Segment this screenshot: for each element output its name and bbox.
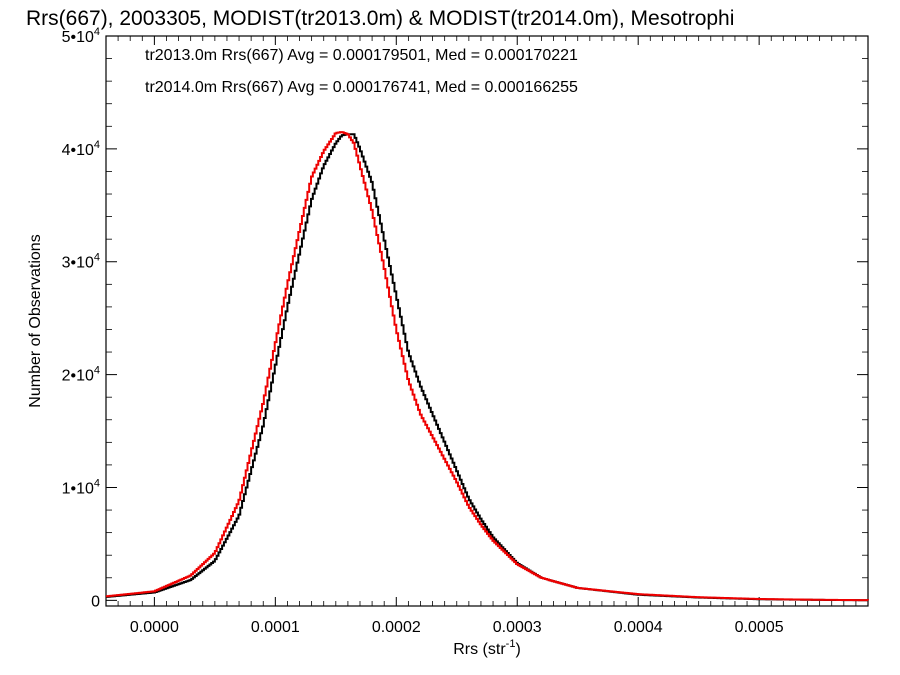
y-tick-label-base: 1•10 bbox=[62, 480, 94, 497]
x-tick-label: 0.0003 bbox=[493, 619, 542, 636]
x-tick-label: 0.0001 bbox=[251, 619, 300, 636]
y-tick-label-exponent: 4 bbox=[94, 139, 100, 151]
y-tick-label: 0 bbox=[91, 593, 100, 610]
y-tick-label-base: 3•10 bbox=[62, 255, 94, 272]
chart-title: Rrs(667), 2003305, MODIST(tr2013.0m) & M… bbox=[26, 7, 734, 30]
x-tick-label: 0.0000 bbox=[130, 619, 179, 636]
x-tick-label: 0.0002 bbox=[372, 619, 421, 636]
x-axis-label: Rrs (str-1) bbox=[453, 638, 521, 658]
y-tick-label-exponent: 4 bbox=[94, 365, 100, 377]
y-tick-label-exponent: 4 bbox=[94, 252, 100, 264]
x-axis-label-text: Rrs (str bbox=[453, 641, 506, 658]
y-tick-label: 5•104 bbox=[62, 26, 100, 46]
y-tick-label-base: 5•10 bbox=[62, 29, 94, 46]
series-layer bbox=[106, 131, 869, 602]
y-tick-label: 2•104 bbox=[62, 365, 100, 385]
legend-entry-tr2014: tr2014.0m Rrs(667) Avg = 0.000176741, Me… bbox=[145, 79, 578, 96]
y-tick-label-base: 2•10 bbox=[62, 368, 94, 385]
y-tick-label-exponent: 4 bbox=[94, 26, 100, 38]
plot-frame bbox=[105, 35, 869, 607]
series-line-tr2014.0m bbox=[106, 131, 869, 602]
y-tick-label: 1•104 bbox=[62, 477, 100, 497]
x-axis: 0.0000 0.0001 0.0002 0.0003 0.0004 0.0005 bbox=[105, 36, 869, 636]
x-axis-label-exponent: -1 bbox=[506, 638, 516, 650]
x-axis-label-close: ) bbox=[515, 641, 520, 658]
x-tick-label: 0.0004 bbox=[614, 619, 663, 636]
legend-entry-tr2013: tr2013.0m Rrs(667) Avg = 0.000179501, Me… bbox=[145, 47, 578, 64]
y-axis-label: Number of Observations bbox=[27, 234, 44, 407]
y-tick-label: 4•104 bbox=[62, 139, 100, 159]
y-tick-label-exponent: 4 bbox=[94, 477, 100, 489]
series-line-tr2013.0m bbox=[106, 133, 868, 602]
x-tick-label: 0.0005 bbox=[735, 619, 784, 636]
y-tick-label-base: 4•10 bbox=[62, 142, 94, 159]
y-tick-label: 3•104 bbox=[62, 252, 100, 272]
